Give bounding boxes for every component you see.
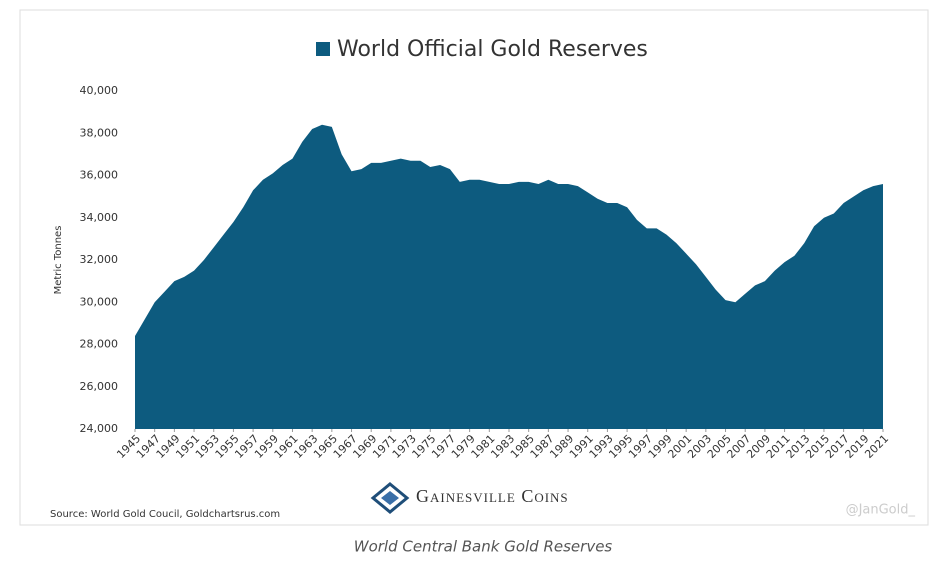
caption: World Central Bank Gold Reserves [354, 538, 613, 556]
chart-title: World Official Gold Reserves [337, 37, 648, 62]
y-tick-label: 36,000 [80, 169, 119, 182]
logo-text: Gainesville Coins [416, 486, 569, 506]
y-axis-label: Metric Tonnes [53, 226, 64, 295]
y-tick-label: 34,000 [80, 211, 119, 224]
legend-swatch [316, 42, 330, 56]
y-tick-label: 28,000 [80, 338, 119, 351]
area [135, 124, 883, 430]
y-tick-label: 30,000 [80, 295, 119, 308]
y-tick-label: 32,000 [80, 253, 119, 266]
y-tick-label: 38,000 [80, 126, 119, 139]
y-tick-label: 26,000 [80, 380, 119, 393]
source: Source: World Gold Coucil, Goldchartsrus… [50, 509, 280, 520]
y-tick-label: 40,000 [80, 84, 119, 97]
watermark: @JanGold_ [846, 503, 916, 518]
logo-icon [370, 482, 410, 514]
y-tick-label: 24,000 [80, 422, 119, 435]
